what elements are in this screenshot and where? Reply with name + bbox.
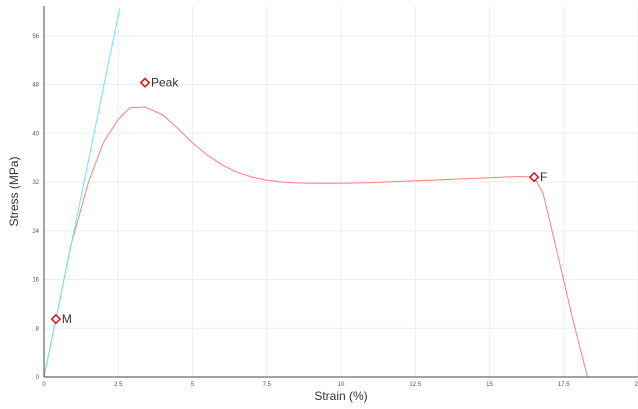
x-tick-label: 15	[486, 382, 493, 388]
x-tick-label: 12.5	[409, 382, 421, 388]
stress-strain-curve	[44, 106, 588, 377]
grid-layer	[44, 6, 638, 377]
x-tick-label: 2.5	[114, 382, 123, 388]
x-tick-label: 7.5	[263, 382, 272, 388]
marker-label-f: F	[540, 170, 547, 184]
marker-f	[528, 171, 540, 183]
marker-label-m: M	[62, 312, 72, 326]
annotation-layer: M Peak F	[50, 76, 547, 326]
x-axis-title: Strain (%)	[314, 389, 367, 403]
y-tick-label: 24	[32, 229, 39, 235]
y-tick-label: 48	[32, 83, 39, 89]
marker-m	[50, 313, 62, 325]
x-tick-label: 5	[191, 382, 195, 388]
y-axis-title: Stress (MPa)	[7, 156, 21, 226]
axis-layer	[43, 6, 638, 378]
y-tick-label: 0	[36, 375, 40, 381]
y-tick-label: 40	[32, 131, 39, 137]
y-tick-label: 16	[32, 278, 39, 284]
tick-label-layer: 0 2.5 5 7.5 10 12.5 15 17.5 2 0 8 16 24 32 40 48 56	[32, 34, 638, 388]
marker-label-peak: Peak	[151, 76, 179, 90]
x-tick-label: 10	[338, 382, 345, 388]
x-tick-label: 0	[42, 382, 46, 388]
y-tick-label: 32	[32, 180, 39, 186]
x-tick-label: 17.5	[558, 382, 570, 388]
y-tick-label: 8	[36, 326, 40, 332]
marker-peak	[139, 77, 151, 88]
x-tick-label: 2	[635, 382, 638, 388]
series-layer	[44, 8, 588, 377]
y-tick-label: 56	[32, 34, 39, 40]
